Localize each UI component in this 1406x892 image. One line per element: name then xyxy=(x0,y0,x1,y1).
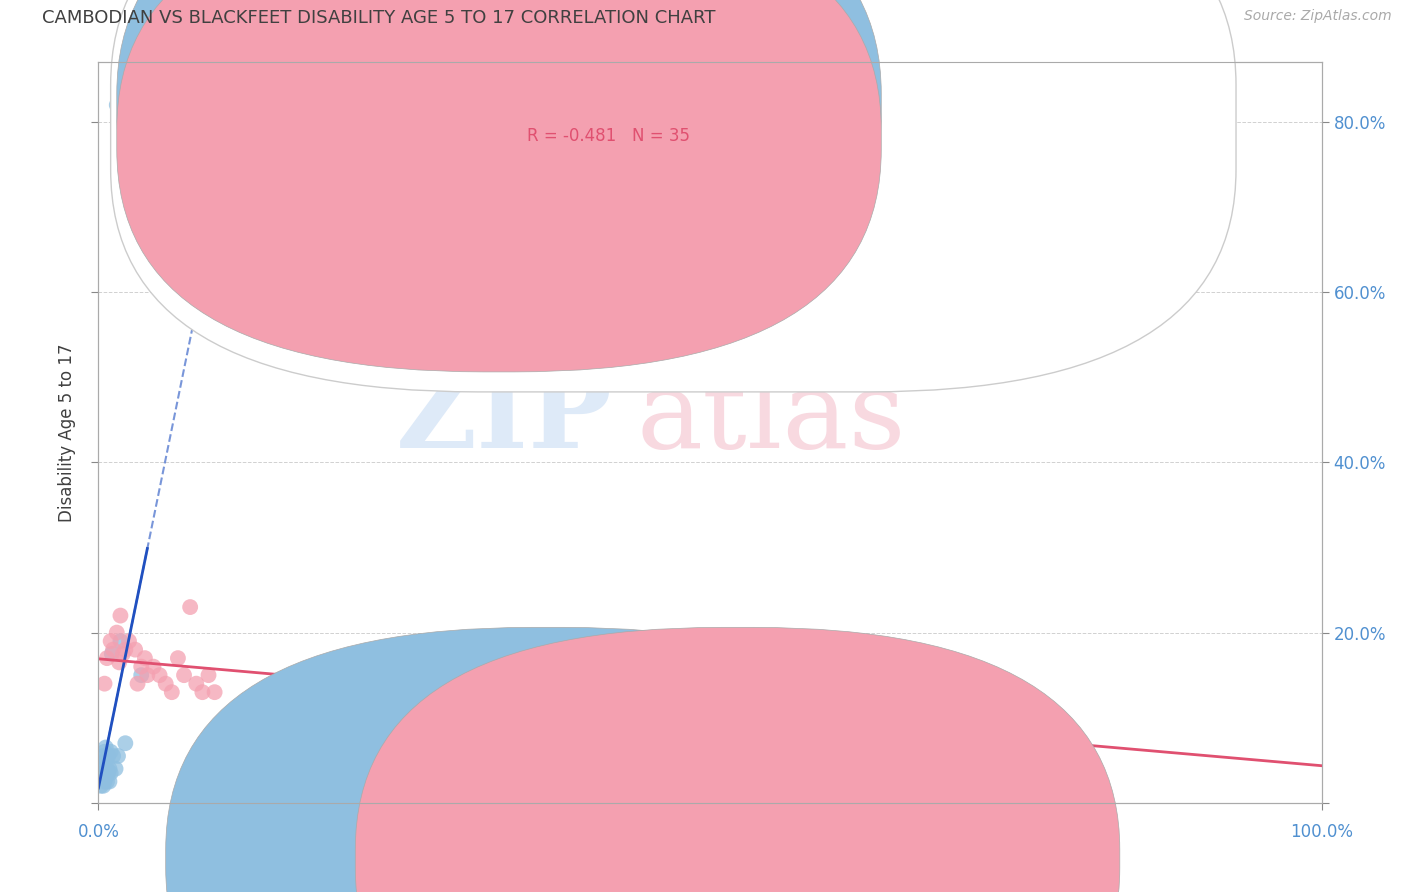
Point xyxy=(576,736,599,750)
Point xyxy=(638,714,661,729)
Text: CAMBODIAN VS BLACKFEET DISABILITY AGE 5 TO 17 CORRELATION CHART: CAMBODIAN VS BLACKFEET DISABILITY AGE 5 … xyxy=(42,9,716,27)
Point xyxy=(127,676,149,690)
Point xyxy=(108,656,131,670)
FancyBboxPatch shape xyxy=(111,0,1236,392)
Point xyxy=(104,762,127,776)
Point xyxy=(107,749,129,764)
Point xyxy=(129,659,152,673)
Point xyxy=(93,745,115,759)
Point xyxy=(149,668,172,682)
Text: Source: ZipAtlas.com: Source: ZipAtlas.com xyxy=(1244,9,1392,23)
Point xyxy=(179,600,201,615)
Point xyxy=(105,625,128,640)
Point xyxy=(94,753,117,767)
Point xyxy=(967,714,990,729)
FancyBboxPatch shape xyxy=(117,0,882,372)
Point xyxy=(167,651,190,665)
Point xyxy=(91,766,114,780)
Point xyxy=(96,774,118,789)
Point xyxy=(91,770,114,784)
Point xyxy=(1004,723,1026,738)
Point xyxy=(110,634,132,648)
Point xyxy=(93,762,115,776)
Text: Blackfeet: Blackfeet xyxy=(762,849,841,867)
Point xyxy=(160,685,183,699)
Point xyxy=(105,98,128,112)
Point xyxy=(186,676,208,690)
Point xyxy=(98,762,121,776)
Point xyxy=(94,740,117,755)
Point xyxy=(118,634,141,648)
Point xyxy=(920,731,942,746)
Point xyxy=(97,766,120,780)
Point xyxy=(675,711,697,725)
Point xyxy=(101,749,124,764)
Point xyxy=(101,647,124,661)
Point xyxy=(101,642,124,657)
Point xyxy=(114,736,136,750)
FancyBboxPatch shape xyxy=(356,627,1119,892)
Point xyxy=(204,685,226,699)
Point xyxy=(191,685,214,699)
Point xyxy=(91,749,114,764)
FancyBboxPatch shape xyxy=(166,627,931,892)
Text: ZIP: ZIP xyxy=(395,364,612,471)
FancyBboxPatch shape xyxy=(117,0,882,336)
Point xyxy=(173,668,195,682)
Point xyxy=(129,668,152,682)
Point xyxy=(110,608,132,623)
Point xyxy=(94,770,117,784)
Point xyxy=(96,651,118,665)
Point xyxy=(100,634,122,648)
Point xyxy=(91,779,114,793)
Point xyxy=(699,711,721,725)
Point xyxy=(980,711,1002,725)
Text: Cambodians: Cambodians xyxy=(574,849,676,867)
Y-axis label: Disability Age 5 to 17: Disability Age 5 to 17 xyxy=(58,343,76,522)
Point xyxy=(111,647,134,661)
Point xyxy=(114,642,136,657)
Point xyxy=(100,766,122,780)
Point xyxy=(943,714,966,729)
Point xyxy=(124,642,146,657)
Point xyxy=(90,779,112,793)
Text: atlas: atlas xyxy=(637,364,907,471)
Point xyxy=(91,757,114,772)
Point xyxy=(100,745,122,759)
Point xyxy=(96,762,118,776)
Point xyxy=(197,668,219,682)
Point xyxy=(134,651,156,665)
Text: R =  0.732   N = 28: R = 0.732 N = 28 xyxy=(526,92,689,110)
Text: R = -0.481   N = 35: R = -0.481 N = 35 xyxy=(526,128,689,145)
Point xyxy=(142,659,165,673)
Point xyxy=(155,676,177,690)
Point xyxy=(136,668,159,682)
Text: 0.0%: 0.0% xyxy=(77,822,120,841)
Point xyxy=(98,774,121,789)
Text: 100.0%: 100.0% xyxy=(1291,822,1353,841)
Point xyxy=(93,774,115,789)
Point xyxy=(93,676,115,690)
Point xyxy=(97,749,120,764)
